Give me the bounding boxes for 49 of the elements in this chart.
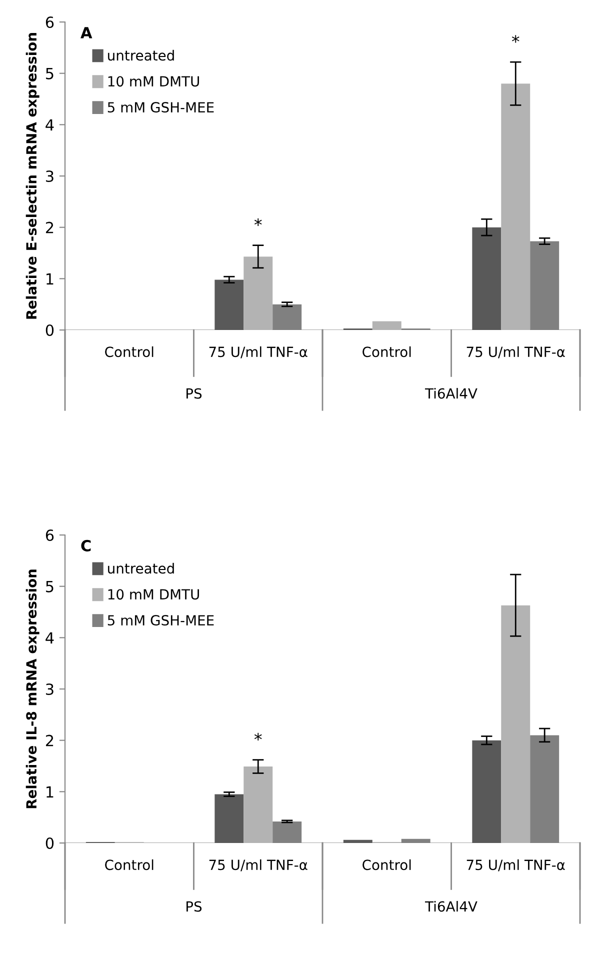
y-tick-label: 3 [46,170,54,182]
x-tick-label: Control [105,346,154,358]
bar [372,321,402,330]
bar [244,766,273,843]
data-label: * [512,35,520,43]
y-axis-title: Relative E-selectin mRNA expression [26,33,40,319]
y-tick-label: 5 [46,581,54,592]
y-tick-label: 2 [46,734,54,746]
data-label: * [254,732,262,740]
bar [472,227,502,330]
y-tick-label: 2 [46,222,54,234]
y-tick-label: 3 [46,683,54,696]
x-tick-label: 75 U/ml TNF-α [466,859,565,872]
x-tick-label: Control [362,346,411,358]
bar [214,794,244,843]
legend-label: 10 mM DMTU [108,589,199,600]
bar [343,840,372,843]
chart-title: C [81,540,91,552]
y-tick-label: 5 [46,68,54,80]
bar [472,740,502,843]
text: PS [186,388,202,399]
chart-title: A [80,27,92,38]
legend-label: 5 mM GSH-MEE [108,102,214,113]
y-tick-label: 4 [46,632,54,644]
bar [244,256,273,330]
bar [214,280,244,330]
y-tick-label: 6 [46,529,54,542]
y-tick-label: 0 [46,324,54,336]
x-tick-label: Control [362,859,411,870]
y-tick-label: 4 [46,119,54,130]
y-tick-label: 1 [46,273,54,284]
y-axis-title: Relative IL-8 mRNA expression [26,570,40,808]
x-tick-label: 75 U/ml TNF-α [466,346,565,358]
text: Ti6Al4V [424,900,478,912]
text: PS [186,901,202,912]
y-tick-label: 0 [46,837,54,850]
text: Ti6Al4V [424,388,478,399]
x-tick-label: 75 U/ml TNF-α [209,859,308,872]
y-tick-label: 1 [46,786,54,798]
bar [501,605,530,843]
data-label: * [254,218,262,226]
x-tick-label: Control [105,859,154,870]
legend-label: untreated [108,562,174,574]
y-tick-label: 6 [46,16,54,28]
legend-label: untreated [108,50,174,61]
legend-label: 10 mM DMTU [108,76,199,87]
bar [501,84,530,330]
x-tick-label: 75 U/ml TNF-α [209,346,308,358]
legend-label: 5 mM GSH-MEE [108,615,214,626]
